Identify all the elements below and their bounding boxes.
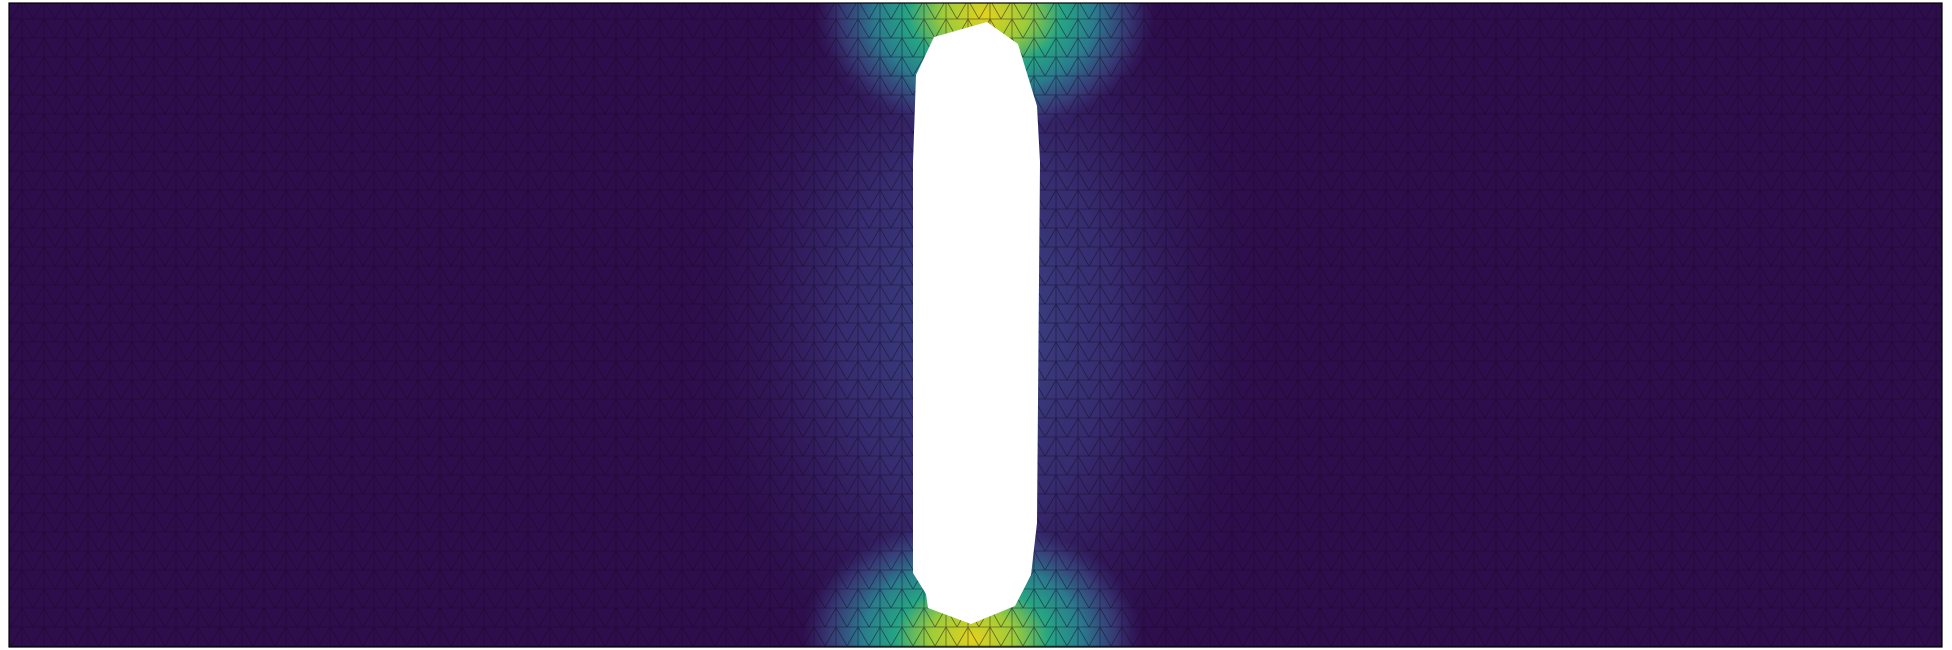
hole (913, 22, 1040, 624)
plate-border (8, 2, 1943, 648)
